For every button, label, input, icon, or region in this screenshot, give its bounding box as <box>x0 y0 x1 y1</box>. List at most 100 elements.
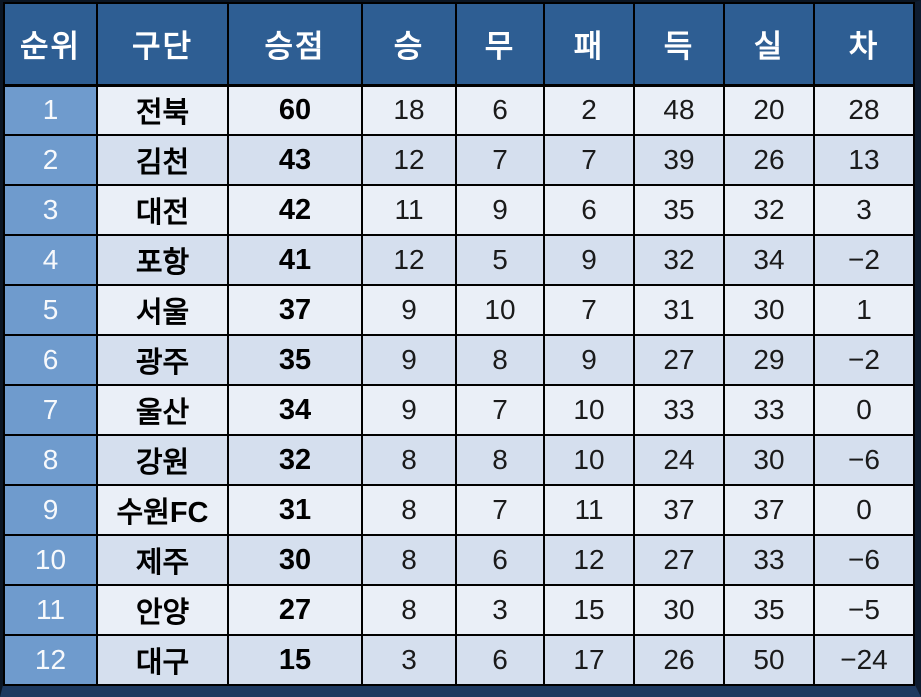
cell-losses: 12 <box>543 534 635 586</box>
cell-rank: 12 <box>3 634 98 686</box>
cell-losses: 2 <box>543 84 635 136</box>
cell-rank: 6 <box>3 334 98 386</box>
cell-wins: 12 <box>361 134 457 186</box>
cell-goals-against: 30 <box>723 284 815 336</box>
cell-goals-for: 27 <box>633 534 725 586</box>
cell-draws: 8 <box>455 334 545 386</box>
cell-wins: 11 <box>361 184 457 236</box>
cell-points: 34 <box>227 384 363 436</box>
cell-goals-for: 30 <box>633 584 725 636</box>
cell-goal-diff: −2 <box>813 234 915 286</box>
cell-club: 전북 <box>96 84 229 136</box>
cell-rank: 9 <box>3 484 98 536</box>
cell-draws: 9 <box>455 184 545 236</box>
cell-points: 41 <box>227 234 363 286</box>
header-goals-against: 실 <box>723 2 815 87</box>
table-row: 7 울산 34 9 7 10 33 33 0 <box>3 384 915 436</box>
cell-goals-against: 35 <box>723 584 815 636</box>
header-goal-diff: 차 <box>813 2 915 87</box>
cell-goals-for: 48 <box>633 84 725 136</box>
header-losses: 패 <box>543 2 635 87</box>
cell-goals-against: 33 <box>723 534 815 586</box>
cell-draws: 6 <box>455 534 545 586</box>
cell-goals-for: 27 <box>633 334 725 386</box>
cell-wins: 18 <box>361 84 457 136</box>
cell-goals-for: 24 <box>633 434 725 486</box>
header-club: 구단 <box>96 2 229 87</box>
cell-goals-against: 50 <box>723 634 815 686</box>
cell-rank: 8 <box>3 434 98 486</box>
cell-club: 울산 <box>96 384 229 436</box>
cell-draws: 7 <box>455 384 545 436</box>
cell-points: 37 <box>227 284 363 336</box>
table-row: 2 김천 43 12 7 7 39 26 13 <box>3 134 915 186</box>
cell-losses: 11 <box>543 484 635 536</box>
cell-goals-for: 39 <box>633 134 725 186</box>
cell-rank: 3 <box>3 184 98 236</box>
header-rank: 순위 <box>3 2 98 87</box>
cell-goal-diff: 0 <box>813 484 915 536</box>
header-row: 순위 구단 승점 승 무 패 득 실 차 <box>3 2 915 87</box>
cell-goals-against: 32 <box>723 184 815 236</box>
cell-goal-diff: −2 <box>813 334 915 386</box>
cell-goals-against: 20 <box>723 84 815 136</box>
cell-draws: 6 <box>455 634 545 686</box>
cell-goal-diff: −6 <box>813 534 915 586</box>
cell-rank: 7 <box>3 384 98 436</box>
cell-rank: 5 <box>3 284 98 336</box>
cell-goal-diff: 0 <box>813 384 915 436</box>
cell-draws: 6 <box>455 84 545 136</box>
header-draws: 무 <box>455 2 545 87</box>
cell-goal-diff: −24 <box>813 634 915 686</box>
table-row: 12 대구 15 3 6 17 26 50 −24 <box>3 634 915 686</box>
cell-points: 60 <box>227 84 363 136</box>
cell-goals-against: 26 <box>723 134 815 186</box>
cell-rank: 1 <box>3 84 98 136</box>
table-row: 6 광주 35 9 8 9 27 29 −2 <box>3 334 915 386</box>
cell-points: 31 <box>227 484 363 536</box>
cell-points: 30 <box>227 534 363 586</box>
table-row: 1 전북 60 18 6 2 48 20 28 <box>3 84 915 136</box>
cell-club: 제주 <box>96 534 229 586</box>
cell-goals-against: 34 <box>723 234 815 286</box>
cell-wins: 8 <box>361 434 457 486</box>
table-row: 9 수원FC 31 8 7 11 37 37 0 <box>3 484 915 536</box>
table-row: 11 안양 27 8 3 15 30 35 −5 <box>3 584 915 636</box>
cell-wins: 8 <box>361 534 457 586</box>
cell-goal-diff: 13 <box>813 134 915 186</box>
cell-goal-diff: −5 <box>813 584 915 636</box>
cell-rank: 10 <box>3 534 98 586</box>
cell-draws: 7 <box>455 134 545 186</box>
cell-club: 강원 <box>96 434 229 486</box>
cell-losses: 17 <box>543 634 635 686</box>
cell-goals-for: 31 <box>633 284 725 336</box>
cell-goals-against: 29 <box>723 334 815 386</box>
cell-draws: 5 <box>455 234 545 286</box>
cell-wins: 8 <box>361 484 457 536</box>
cell-losses: 6 <box>543 184 635 236</box>
table-row: 4 포항 41 12 5 9 32 34 −2 <box>3 234 915 286</box>
cell-goals-for: 35 <box>633 184 725 236</box>
cell-club: 안양 <box>96 584 229 636</box>
cell-draws: 10 <box>455 284 545 336</box>
cell-club: 대전 <box>96 184 229 236</box>
cell-losses: 7 <box>543 284 635 336</box>
table-row: 10 제주 30 8 6 12 27 33 −6 <box>3 534 915 586</box>
cell-goals-against: 37 <box>723 484 815 536</box>
cell-points: 35 <box>227 334 363 386</box>
cell-rank: 4 <box>3 234 98 286</box>
cell-rank: 11 <box>3 584 98 636</box>
cell-losses: 9 <box>543 234 635 286</box>
cell-goal-diff: 3 <box>813 184 915 236</box>
header-goals-for: 득 <box>633 2 725 87</box>
cell-points: 42 <box>227 184 363 236</box>
cell-losses: 10 <box>543 384 635 436</box>
cell-wins: 9 <box>361 284 457 336</box>
cell-goal-diff: 28 <box>813 84 915 136</box>
cell-goals-for: 32 <box>633 234 725 286</box>
table-row: 3 대전 42 11 9 6 35 32 3 <box>3 184 915 236</box>
cell-goals-for: 33 <box>633 384 725 436</box>
cell-club: 광주 <box>96 334 229 386</box>
table-row: 8 강원 32 8 8 10 24 30 −6 <box>3 434 915 486</box>
